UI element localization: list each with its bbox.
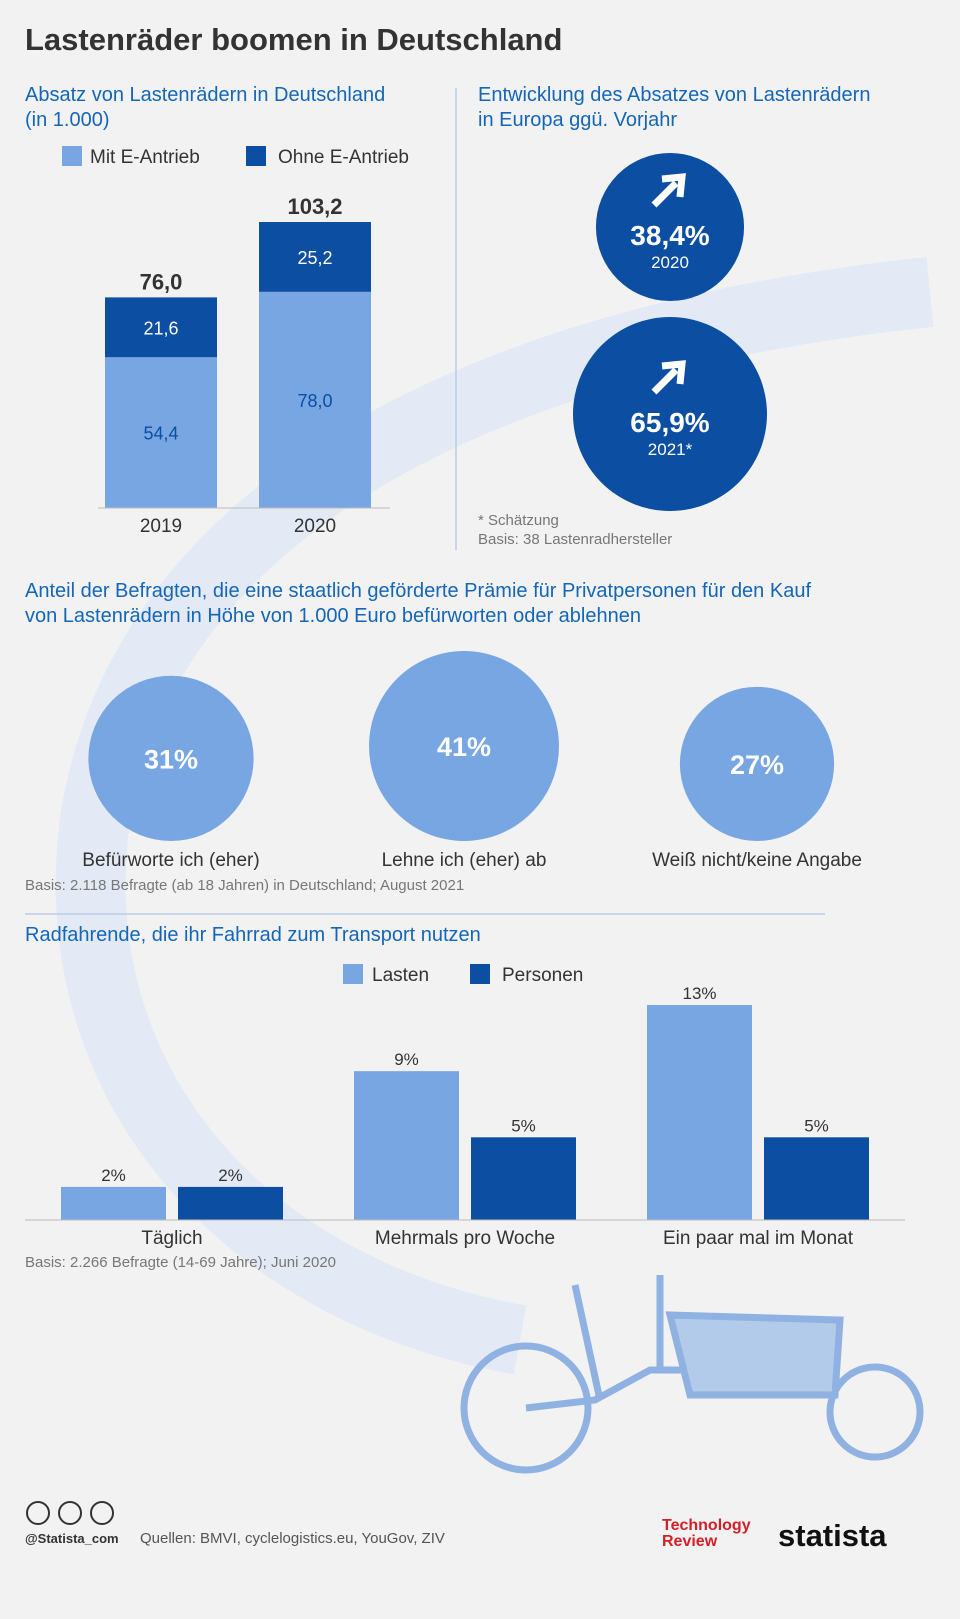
logo: statista (778, 1518, 887, 1553)
value-label: 41% (437, 732, 491, 762)
note: Basis: 38 Lastenradhersteller (478, 531, 672, 548)
value-label: 38,4% (630, 220, 709, 251)
value-label: 54,4 (143, 424, 178, 444)
category-label: Lehne ich (eher) ab (382, 850, 547, 871)
value-label: 5% (511, 1116, 536, 1135)
value-label: 27% (730, 750, 784, 780)
x-tick-label: 2020 (294, 516, 336, 537)
cc-icons (26, 1501, 114, 1525)
handle: @Statista_com (25, 1531, 119, 1546)
value-label: 9% (394, 1050, 419, 1069)
total-label: 76,0 (140, 269, 183, 294)
legend-label: Lasten (372, 965, 429, 986)
x-tick-label: Mehrmals pro Woche (375, 1228, 555, 1249)
value-label: 25,2 (297, 248, 332, 268)
legend-swatch (246, 146, 266, 166)
legend-swatch (343, 964, 363, 984)
note: * Schätzung (478, 512, 559, 529)
value-label: 78,0 (297, 391, 332, 411)
legend-label: Mit E-Antrieb (90, 147, 200, 168)
category-label: Weiß nicht/keine Angabe (652, 850, 862, 871)
bar (354, 1071, 459, 1220)
bubble (573, 317, 767, 511)
bar (178, 1186, 283, 1220)
arrow-icon (651, 360, 686, 395)
value-label: 21,6 (143, 318, 178, 338)
legend-label: Personen (502, 965, 583, 986)
x-tick-label: 2019 (140, 516, 182, 537)
bar-segment (259, 222, 371, 292)
bubble (595, 152, 745, 302)
bar-segment (105, 297, 217, 358)
page-title: Lastenräder boomen in Deutschland (25, 22, 562, 57)
legend-swatch (470, 964, 490, 984)
note: Basis: 2.266 Befragte (14-69 Jahre); Jun… (25, 1254, 336, 1271)
value-label: 13% (682, 984, 716, 1003)
bar (471, 1137, 576, 1220)
x-tick-label: Ein paar mal im Monat (663, 1228, 854, 1249)
bubble (88, 675, 254, 841)
chart-title: Entwicklung des Absatzes von Lastenräder… (478, 84, 870, 106)
partner-logo: Review (662, 1533, 718, 1550)
sources: Quellen: BMVI, cyclelogistics.eu, YouGov… (140, 1530, 445, 1547)
note: Basis: 2.118 Befragte (ab 18 Jahren) in … (25, 877, 464, 894)
bar-segment (259, 291, 371, 508)
value-label: 31% (144, 744, 198, 774)
category-label: Befürworte ich (eher) (82, 850, 259, 871)
chart-title: Anteil der Befragten, die eine staatlich… (25, 580, 811, 602)
legend-label: Ohne E-Antrieb (278, 147, 409, 168)
bubble (369, 651, 559, 841)
legend-swatch (62, 146, 82, 166)
partner-logo: Technology (662, 1517, 751, 1534)
bar-segment (105, 357, 217, 508)
value-label: 2% (218, 1166, 243, 1185)
bar (61, 1186, 166, 1220)
arrow-icon (651, 173, 686, 208)
value-label: 5% (804, 1116, 829, 1135)
chart-title: in Europa ggü. Vorjahr (478, 109, 677, 131)
chart-title: Absatz von Lastenrädern in Deutschland (25, 84, 385, 106)
bike-illustration (460, 1275, 924, 1474)
chart-title: Radfahrende, die ihr Fahrrad zum Transpo… (25, 924, 481, 946)
chart-title: von Lastenrädern in Höhe von 1.000 Euro … (25, 605, 641, 627)
category-label: 2020 (651, 253, 689, 272)
total-label: 103,2 (287, 194, 342, 219)
bubble (679, 686, 835, 841)
value-label: 65,9% (630, 407, 709, 438)
chart-title: (in 1.000) (25, 109, 110, 131)
category-label: 2021* (648, 440, 693, 459)
bar (647, 1005, 752, 1220)
bar (764, 1137, 869, 1220)
value-label: 2% (101, 1166, 126, 1185)
x-tick-label: Täglich (141, 1228, 202, 1249)
